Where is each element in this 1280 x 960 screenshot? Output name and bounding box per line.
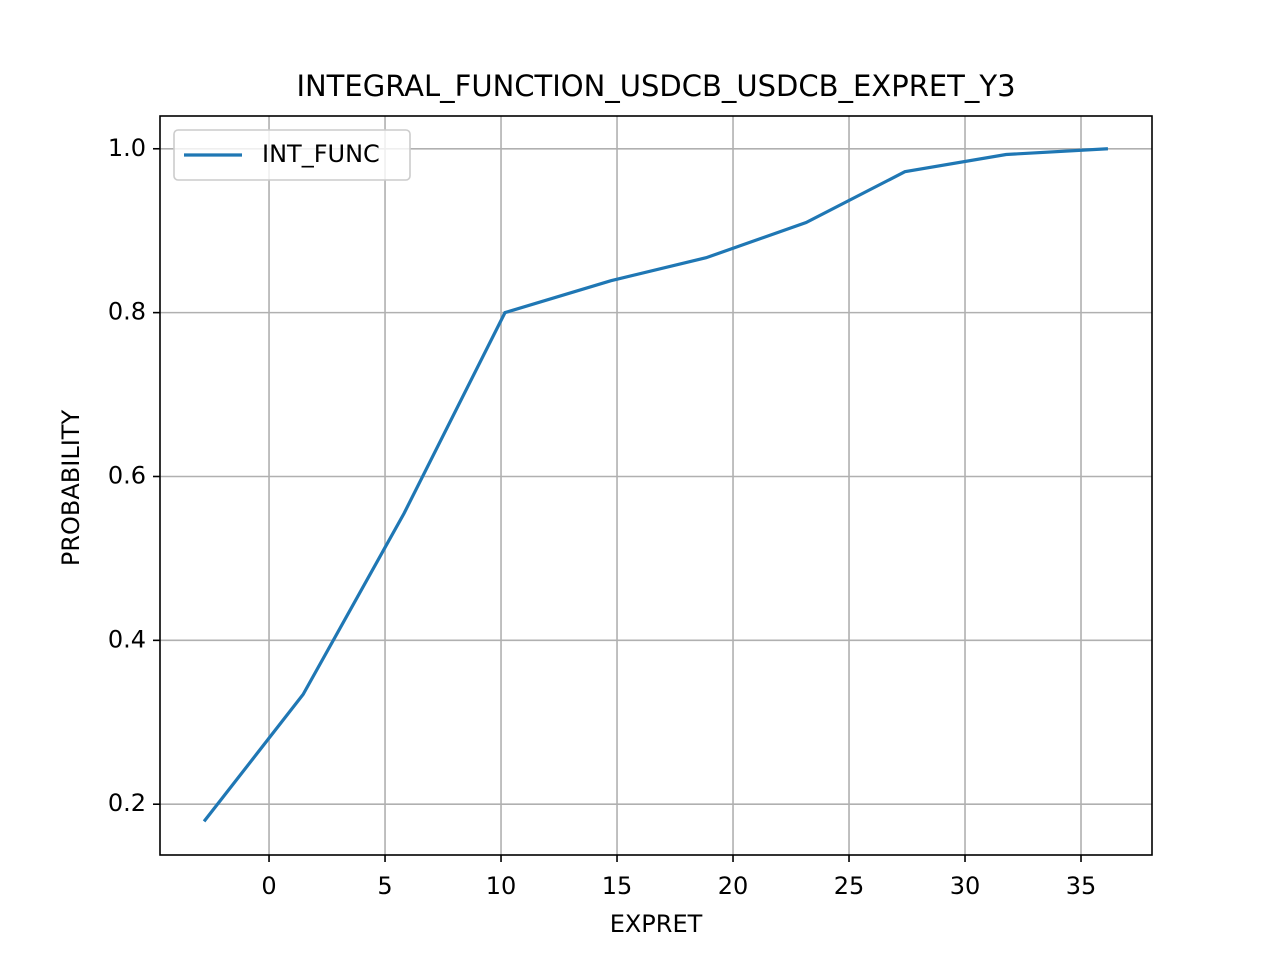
chart-title: INTEGRAL_FUNCTION_USDCB_USDCB_EXPRET_Y3 <box>296 69 1015 103</box>
y-tick-label: 0.4 <box>108 625 146 653</box>
data-line <box>202 147 1109 823</box>
y-tick-label: 0.6 <box>108 461 146 489</box>
plot <box>202 147 1109 823</box>
x-tick-label: 20 <box>718 872 749 900</box>
y-tick-label: 0.8 <box>108 298 146 326</box>
x-tick-label: 35 <box>1066 872 1097 900</box>
x-tick-label: 10 <box>486 872 517 900</box>
legend: INT_FUNC <box>173 129 411 181</box>
x-tick-label: 0 <box>261 872 276 900</box>
x-tick-label: 30 <box>950 872 981 900</box>
x-tick-label: 25 <box>834 872 865 900</box>
y-tick-label: 0.2 <box>108 789 146 817</box>
y-tick-label: 1.0 <box>108 134 146 162</box>
grid <box>160 116 1152 855</box>
y-axis-label: PROBABILITY <box>57 410 85 567</box>
x-axis-label: EXPRET <box>610 910 703 938</box>
x-tick-label: 5 <box>377 872 392 900</box>
axes-frame <box>159 115 1153 856</box>
legend-box <box>173 129 411 181</box>
legend-label: INT_FUNC <box>262 140 380 168</box>
x-tick-label: 15 <box>602 872 633 900</box>
